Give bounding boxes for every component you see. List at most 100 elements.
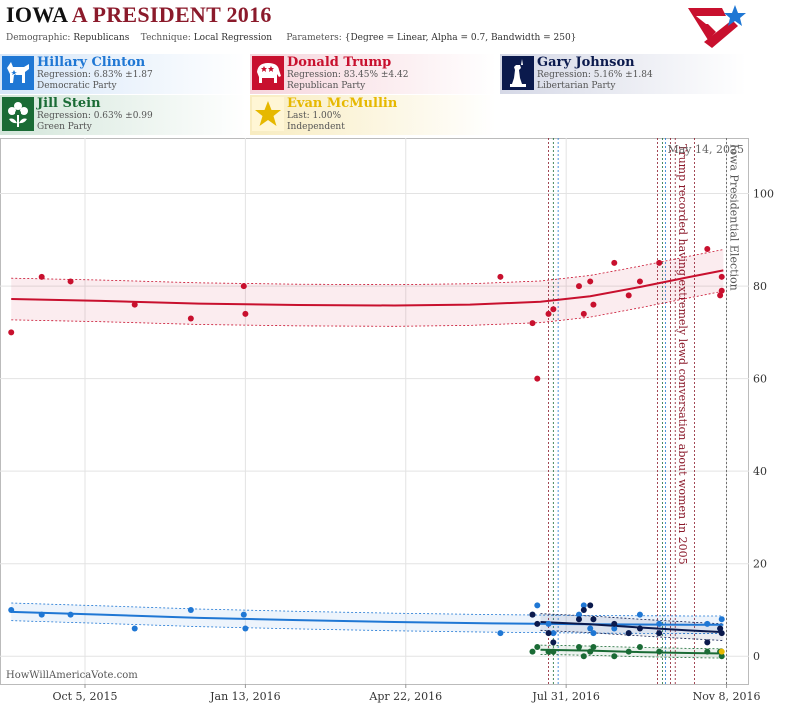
data-point [240, 283, 247, 290]
data-point [580, 606, 587, 613]
candidate-card-johnson[interactable]: Gary Johnson Regression: 5.16% ±1.84 Lib… [500, 54, 746, 94]
data-point [38, 611, 45, 618]
x-tick-label: Jan 13, 2016 [209, 690, 281, 703]
site-logo-icon[interactable] [686, 2, 748, 50]
grid [0, 138, 749, 685]
band-upper [540, 644, 724, 650]
data-point [38, 273, 45, 280]
data-point [575, 643, 582, 650]
data-point [534, 602, 541, 609]
trend-lines [11, 269, 724, 655]
elephant-icon [252, 56, 284, 90]
data-point [497, 273, 504, 280]
data-point [131, 625, 138, 632]
confidence-band [11, 249, 724, 327]
candidate-stat: Regression: 6.83% ±1.87 [37, 70, 153, 80]
candidate-party: Libertarian Party [537, 81, 616, 91]
data-point [636, 643, 643, 650]
data-point [529, 648, 536, 655]
data-point [587, 648, 594, 655]
data-point [717, 625, 724, 632]
band-lower [540, 653, 724, 659]
y-tick-label: 40 [753, 465, 767, 478]
data-point [550, 306, 557, 313]
data-point [529, 320, 536, 327]
data-point [611, 620, 618, 627]
chart-date: May 14, 2025 [667, 143, 744, 156]
candidate-party: Democratic Party [37, 81, 117, 91]
data-point [575, 611, 582, 618]
data-point [590, 301, 597, 308]
data-point [545, 310, 552, 317]
event-label: Iowa Presidential Election [728, 144, 741, 291]
candidate-card-stein[interactable]: Jill Stein Regression: 0.63% ±0.99 Green… [0, 95, 246, 135]
data-point [717, 292, 724, 299]
data-point [534, 620, 541, 627]
data-point [587, 602, 594, 609]
candidate-name: Gary Johnson [537, 55, 635, 70]
parameters-line: Demographic: Republicans Technique: Loca… [6, 33, 577, 43]
data-point [550, 648, 557, 655]
x-tick-label: Apr 22, 2016 [368, 690, 442, 703]
data-point [718, 616, 725, 623]
candidate-party: Independent [287, 122, 345, 132]
data-point [67, 611, 74, 618]
data-point [242, 625, 249, 632]
candidate-name: Donald Trump [287, 55, 392, 70]
demographic-value: Republicans [73, 33, 130, 43]
candidate-card-mcmullin[interactable]: Evan McMullin Last: 1.00% Independent [250, 95, 496, 135]
data-point [8, 606, 15, 613]
data-point [704, 246, 711, 253]
y-tick-label: 0 [753, 650, 760, 663]
y-tick-label: 100 [753, 188, 774, 201]
x-tick-label: Oct 5, 2015 [52, 690, 117, 703]
flower-icon [2, 97, 34, 131]
data-point [704, 620, 711, 627]
data-point [656, 630, 663, 637]
header: IOWA A PRESIDENT 2016 Demographic: Repub… [0, 0, 750, 52]
data-point [625, 292, 632, 299]
candidate-name: Evan McMullin [287, 96, 398, 111]
data-point [187, 315, 194, 322]
data-point [611, 259, 618, 266]
data-point [545, 648, 552, 655]
plot-frame [0, 138, 749, 685]
data-point [587, 625, 594, 632]
x-tick-label: Nov 8, 2016 [693, 690, 761, 703]
candidate-card-clinton[interactable]: Hillary Clinton Regression: 6.83% ±1.87 … [0, 54, 246, 94]
data-point [718, 630, 725, 637]
candidate-card-trump[interactable]: Donald Trump Regression: 83.45% ±4.42 Re… [250, 54, 496, 94]
poll-chart: Trump recorded having extremely lewd con… [0, 138, 774, 703]
data-point [625, 648, 632, 655]
candidate-stat: Last: 1.00% [287, 111, 342, 121]
data-point [550, 630, 557, 637]
data-point [718, 273, 725, 280]
star-icon [252, 97, 284, 131]
candidate-stat: Regression: 83.45% ±4.42 [287, 70, 409, 80]
data-point [242, 310, 249, 317]
data-point [580, 310, 587, 317]
data-point [529, 611, 536, 618]
data-point [534, 643, 541, 650]
data-point [590, 643, 597, 650]
data-point [575, 616, 582, 623]
data-point [590, 630, 597, 637]
data-point [550, 639, 557, 646]
data-point [534, 375, 541, 382]
data-point [590, 616, 597, 623]
data-point [656, 648, 663, 655]
x-tick-label: Jul 31, 2016 [531, 690, 600, 703]
trend-line [11, 610, 724, 626]
confidence-bands [11, 249, 724, 659]
event-label: Trump recorded having extremely lewd con… [676, 144, 689, 565]
data-point [545, 620, 552, 627]
poll-points [8, 246, 725, 660]
data-point [718, 287, 725, 294]
data-point [587, 278, 594, 285]
candidate-stat: Regression: 5.16% ±1.84 [537, 70, 653, 80]
y-tick-label: 60 [753, 373, 767, 386]
data-point [131, 301, 138, 308]
data-point [580, 653, 587, 660]
candidate-name: Jill Stein [37, 96, 101, 111]
data-point [575, 283, 582, 290]
